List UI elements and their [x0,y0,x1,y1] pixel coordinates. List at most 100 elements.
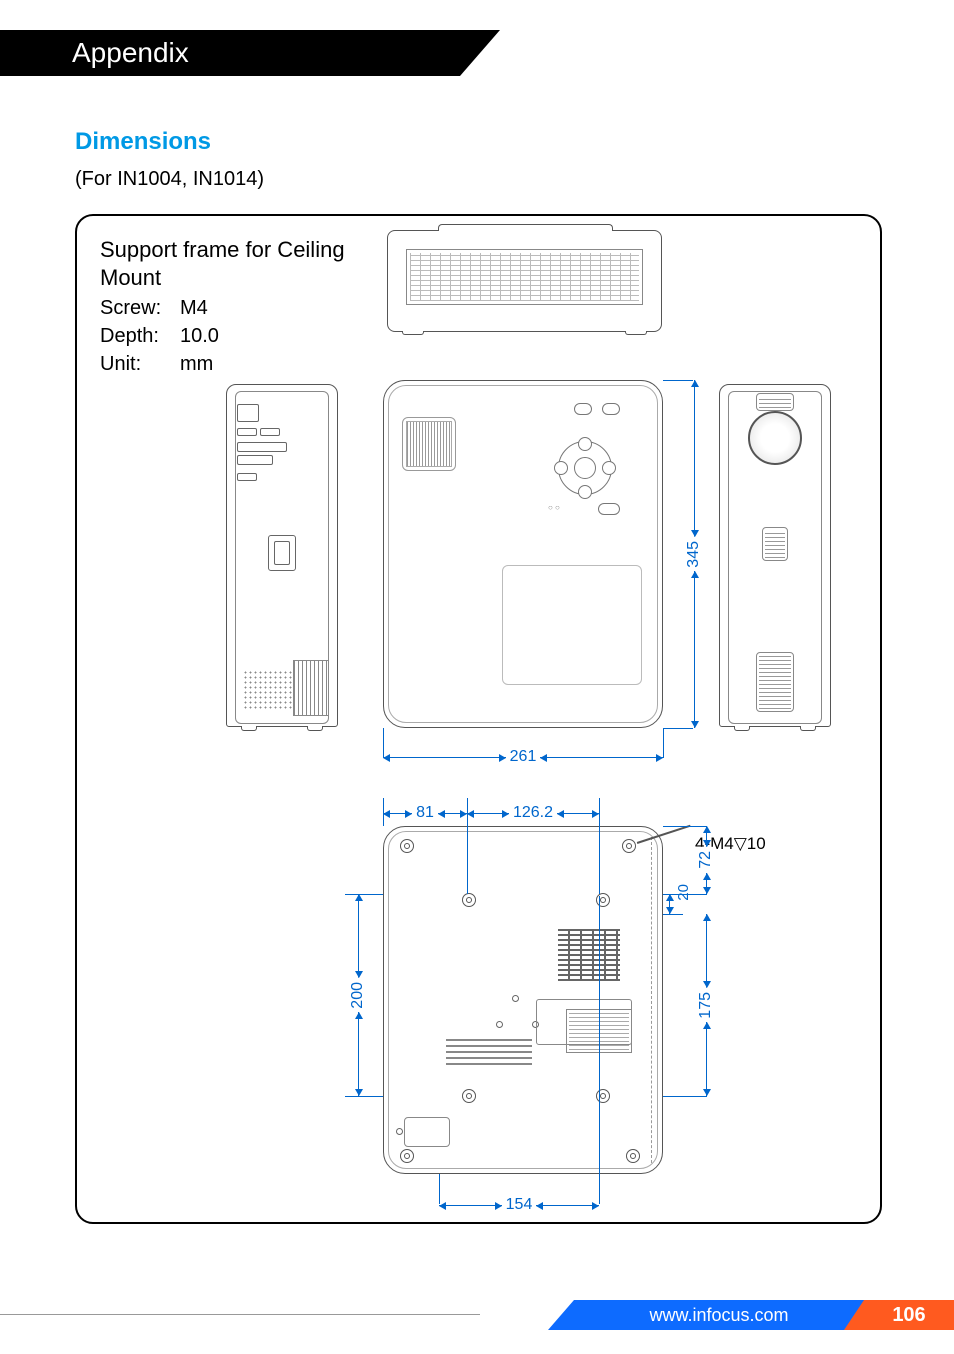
side-foot [241,726,257,731]
spec-value: M4 [180,294,208,322]
side-foot [734,726,750,731]
dpad [558,441,612,495]
dim-label: 72 [697,847,715,873]
spec-row-screw: Screw: M4 [100,294,219,322]
dpad-right [602,461,616,475]
dim-line [383,757,506,758]
dim-20 [669,894,670,914]
dim-line [540,757,663,758]
dim-line [694,571,695,728]
mount-hole [622,839,636,853]
port [260,428,280,436]
header-slant [460,30,500,76]
diagram-box: Support frame for Ceiling Mount Screw: M… [75,214,882,1224]
hole [496,1021,503,1028]
footer-page: 106 [864,1300,954,1330]
ext-line [663,1096,707,1097]
rear-grille [406,249,643,305]
page: Appendix Dimensions (For IN1004, IN1014)… [0,0,954,1354]
dim-line [694,380,695,537]
dim-label: 126.2 [509,804,557,822]
dim-126.2: 126.2 [467,804,599,822]
spec-label: Depth: [100,322,180,350]
side-view-right [719,384,831,727]
dim-72: 72 [697,826,715,894]
spec-table: Screw: M4 Depth: 10.0 Unit: mm [100,294,219,378]
mount-hole [462,893,476,907]
dpad-center [574,457,596,479]
spec-row-depth: Depth: 10.0 [100,322,219,350]
hole [396,1128,403,1135]
dim-label: 175 [697,988,715,1023]
spec-value: mm [180,350,213,378]
focus-zoom-window [402,417,456,471]
hole [512,995,519,1002]
ext-line [663,914,683,915]
ext-line [345,1096,383,1097]
vent [756,652,794,712]
button [602,403,620,415]
dpad-up [578,437,592,451]
spec-row-unit: Unit: mm [100,350,219,378]
panel-recess [502,565,642,685]
footer-red-slant [844,1300,864,1330]
models-subtitle: (For IN1004, IN1014) [75,168,264,191]
spec-value: 10.0 [180,322,219,350]
speaker-grid [243,670,293,710]
port [237,404,259,422]
rear-foot [625,331,647,335]
indicator-leds: ○ ○ [548,503,578,521]
mount-hole [462,1089,476,1103]
button [598,503,620,515]
dim-width-261: 261 [383,748,663,766]
mount-hole [400,839,414,853]
port [237,473,257,481]
footer-url-text: www.infocus.com [649,1305,788,1326]
port [237,442,287,452]
dim-label: 154 [502,1196,537,1214]
bottom-view [383,826,663,1174]
spec-label: Unit: [100,350,180,378]
dpad-down [578,485,592,499]
footer-blue-slant [548,1300,574,1330]
footer-rule [0,1314,480,1315]
side-foot [307,726,323,731]
footer-page-number: 106 [892,1304,925,1327]
dim-label-20: 20 [675,884,692,901]
vent-block [558,929,620,981]
dim-154: 154 [439,1196,599,1214]
port [237,428,257,436]
vent [762,527,788,561]
side-foot [800,726,816,731]
dim-label: 200 [349,978,367,1013]
rear-top-edge [438,224,613,231]
rear-foot [402,331,424,335]
side-vent-slats [293,660,329,716]
power-socket [268,535,296,571]
dim-label: 261 [506,748,541,766]
ext-line [663,728,693,729]
dim-label: 345 [685,537,703,572]
header-title: Appendix [72,37,189,69]
slot-block [446,1037,532,1065]
dim-depth-345: 345 [685,380,703,728]
port-cluster [237,401,297,484]
lens-icon [748,411,802,465]
vent [756,393,794,411]
ext-line [599,896,600,1204]
header-bar: Appendix [0,30,460,76]
dim-175: 175 [697,914,715,1096]
mount-hole [400,1149,414,1163]
button [574,403,592,415]
footer-url: www.infocus.com [574,1300,864,1330]
side-wall-line [651,837,652,1163]
top-view: ○ ○ [383,380,663,728]
foot-well [404,1117,450,1147]
dim-label: 81 [412,804,438,822]
ext-line [599,798,600,894]
dpad-left [554,461,568,475]
dim-81: 81 [383,804,467,822]
side-view-left [226,384,338,727]
ext-line [663,728,664,758]
dim-200: 200 [349,894,367,1096]
